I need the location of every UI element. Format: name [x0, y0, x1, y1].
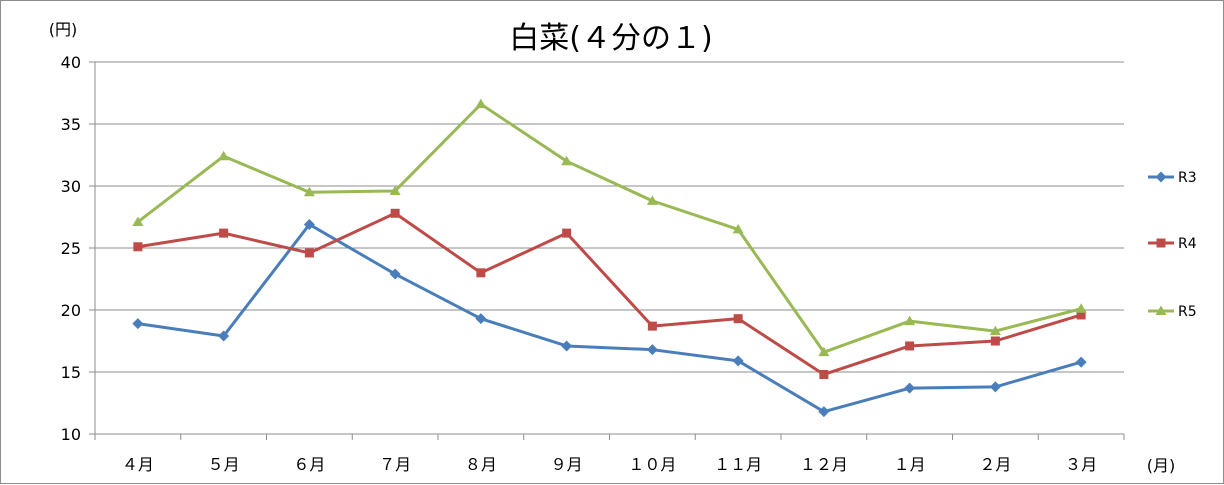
data-point-r3 [989, 381, 1001, 393]
data-point-r4 [133, 242, 143, 252]
x-tick-label: １２月 [800, 455, 848, 474]
data-point-r3 [303, 218, 315, 230]
data-point-r4 [647, 321, 657, 331]
x-axis-tick-labels: ４月 ５月 ６月 ７月 ８月 ９月 １０月 １１月 １２月 １月 ２月 ３月 [122, 455, 1097, 474]
x-tick-label: ７月 [379, 455, 411, 474]
data-point-r4 [562, 228, 572, 238]
y-axis-unit-label: (円) [49, 20, 78, 39]
data-point-r5 [646, 195, 658, 205]
data-point-r3 [389, 268, 401, 280]
series-r5 [132, 98, 1087, 357]
legend-marker [1155, 171, 1167, 183]
data-point-r3 [646, 344, 658, 356]
y-tick-label: 15 [61, 363, 81, 382]
data-point-r4 [990, 336, 1000, 346]
gridlines [95, 61, 1124, 373]
data-point-r5 [904, 315, 916, 326]
data-point-r5 [732, 223, 744, 234]
legend-item-r3: R3 [1148, 170, 1197, 186]
x-tick-label: １１月 [714, 455, 762, 474]
legend-label: R5 [1178, 304, 1197, 320]
x-axis-unit-label: (月) [1147, 456, 1176, 475]
data-point-r3 [132, 318, 144, 330]
legend: R3 R4 R5 [1148, 170, 1197, 320]
chart-title: 白菜(４分の１) [509, 21, 712, 56]
data-point-r5 [989, 325, 1001, 336]
x-tick-label: ９月 [551, 455, 583, 474]
data-point-r3 [561, 340, 573, 352]
y-tick-label: 25 [61, 239, 81, 258]
data-point-r3 [475, 313, 487, 325]
data-point-r4 [905, 341, 915, 351]
legend-marker [1156, 238, 1166, 248]
x-tick-label: ２月 [979, 455, 1011, 474]
axes [89, 61, 1125, 440]
data-point-r4 [733, 314, 743, 324]
y-tick-label: 40 [61, 53, 81, 72]
series-line-r4 [137, 211, 1082, 376]
legend-item-r5: R5 [1148, 304, 1197, 320]
series-r3 [132, 218, 1087, 418]
y-tick-label: 30 [61, 177, 81, 196]
data-point-r5 [132, 216, 144, 226]
data-point-r5 [818, 346, 830, 357]
y-tick-label: 10 [61, 425, 81, 444]
data-point-r5 [561, 155, 573, 166]
x-tick-label: ５月 [208, 455, 240, 474]
data-point-r4 [476, 268, 486, 278]
data-point-r3 [1075, 356, 1087, 368]
data-point-r3 [218, 330, 230, 342]
y-tick-label: 35 [61, 115, 81, 134]
x-tick-label: ６月 [293, 455, 325, 474]
data-point-r4 [1076, 310, 1086, 320]
data-point-r4 [304, 248, 314, 258]
series-line-r3 [137, 222, 1082, 414]
legend-item-r4: R4 [1148, 236, 1197, 252]
x-tick-label: ４月 [122, 455, 154, 474]
series-line-r5 [136, 102, 1082, 354]
data-point-r4 [819, 369, 829, 379]
y-axis-tick-labels: 10 15 20 25 30 35 40 [61, 53, 81, 444]
x-tick-label: １月 [894, 455, 926, 474]
data-point-r5 [389, 185, 401, 195]
data-point-r5 [1075, 303, 1087, 313]
x-tick-label: ８月 [465, 455, 497, 474]
series-r4 [133, 208, 1086, 379]
legend-label: R3 [1178, 170, 1197, 186]
series-group [132, 98, 1087, 418]
y-tick-label: 20 [61, 301, 81, 320]
data-point-r4 [390, 208, 400, 218]
data-point-r3 [732, 355, 744, 367]
x-tick-label: ３月 [1065, 455, 1097, 474]
data-point-r5 [475, 98, 487, 109]
legend-label: R4 [1178, 236, 1197, 252]
data-point-r5 [218, 150, 230, 161]
legend-marker [1155, 305, 1167, 315]
data-point-r3 [904, 382, 916, 394]
data-point-r5 [303, 186, 315, 197]
data-point-r4 [219, 228, 229, 238]
x-tick-label: １０月 [628, 455, 676, 474]
data-point-r3 [818, 406, 830, 418]
